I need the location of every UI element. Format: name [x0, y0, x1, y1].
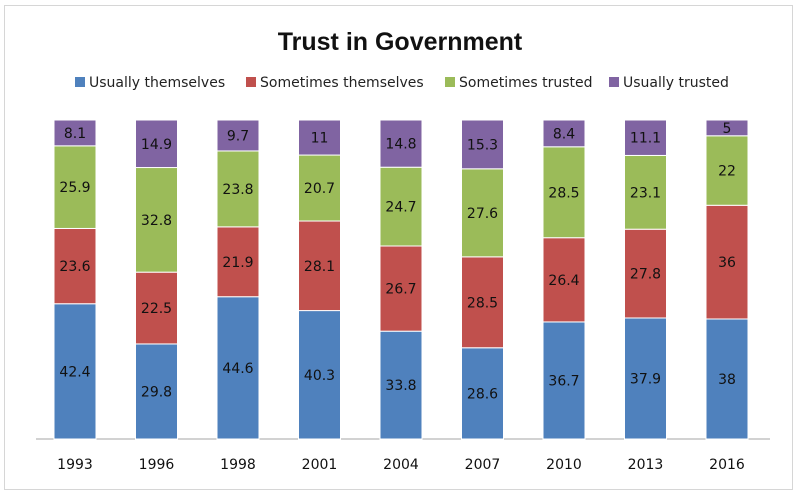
x-tick-label-1998: 1998: [220, 457, 256, 473]
bar-2001-usually-themselves: [298, 310, 341, 440]
data-label-2016-usually-trusted: 5: [723, 121, 732, 137]
bar-2001-sometimes-trusted: [298, 154, 341, 222]
x-tick-label-2001: 2001: [302, 457, 338, 473]
data-label-2010-sometimes-themselves: 26.4: [548, 273, 579, 289]
data-label-1993-sometimes-themselves: 23.6: [59, 259, 90, 275]
bar-1996-usually-themselves: [135, 343, 178, 440]
legend: Usually themselves Sometimes themselves …: [75, 75, 729, 91]
data-label-1998-usually-trusted: 9.7: [227, 128, 249, 144]
legend-label-sometimes-trusted: Sometimes trusted: [459, 75, 592, 91]
legend-swatch-sometimes-trusted: [445, 77, 455, 87]
bar-1998-usually-themselves: [216, 296, 260, 440]
bar-2007-usually-themselves: [461, 347, 504, 440]
data-label-1996-sometimes-trusted: 32.8: [141, 213, 172, 229]
x-ticks-group: 1993 1996 1998 2001 2004 2007 2010 2013 2016: [57, 457, 745, 473]
data-label-2010-usually-themselves: 36.7: [548, 373, 579, 389]
data-label-1996-sometimes-themselves: 22.5: [141, 301, 172, 317]
data-label-1996-usually-themselves: 29.8: [141, 384, 172, 400]
data-label-2013-usually-themselves: 37.9: [630, 371, 661, 387]
legend-swatch-usually-themselves: [75, 77, 85, 87]
bar-1993-usually-trusted: [53, 119, 97, 147]
data-label-2007-usually-trusted: 15.3: [467, 137, 498, 153]
bar-1993-sometimes-trusted: [53, 145, 97, 229]
data-label-1998-sometimes-themselves: 21.9: [222, 255, 253, 271]
data-label-2013-sometimes-themselves: 27.8: [630, 267, 661, 283]
bar-1996-usually-trusted: [135, 119, 178, 169]
x-tick-label-2013: 2013: [628, 457, 664, 473]
data-label-2010-usually-trusted: 8.4: [553, 126, 575, 142]
data-label-2007-sometimes-trusted: 27.6: [467, 206, 498, 222]
data-label-2013-sometimes-trusted: 23.1: [630, 185, 661, 201]
bar-2016-sometimes-themselves: [705, 204, 749, 320]
data-label-2016-sometimes-trusted: 22: [718, 164, 736, 180]
data-label-2004-usually-trusted: 14.8: [385, 137, 416, 153]
data-label-2016-usually-themselves: 38: [718, 372, 736, 388]
bar-2007-usually-trusted: [461, 119, 504, 170]
bar-2007-sometimes-themselves: [461, 256, 504, 349]
bar-1998-sometimes-trusted: [216, 150, 260, 228]
bar-2013-sometimes-themselves: [624, 228, 667, 319]
x-tick-label-2007: 2007: [465, 457, 501, 473]
data-label-2013-usually-trusted: 11.1: [630, 131, 661, 147]
legend-swatch-sometimes-themselves: [246, 77, 256, 87]
data-label-2004-usually-themselves: 33.8: [385, 378, 416, 394]
x-tick-label-1993: 1993: [57, 457, 93, 473]
bars-group: 42.4 23.6 25.9 8.1 29.8 22.5 32.8 14.9 44.6 21.9 2…: [53, 119, 749, 440]
data-label-2007-sometimes-themselves: 28.5: [467, 295, 498, 311]
data-label-2010-sometimes-trusted: 28.5: [548, 185, 579, 201]
data-label-2016-sometimes-themselves: 36: [718, 255, 736, 271]
bar-2010-usually-themselves: [542, 321, 586, 440]
data-label-1993-usually-themselves: 42.4: [59, 364, 90, 380]
x-tick-label-2016: 2016: [709, 457, 745, 473]
bar-2013-usually-trusted: [624, 119, 667, 156]
data-label-1998-usually-themselves: 44.6: [222, 361, 253, 377]
data-label-2004-sometimes-trusted: 24.7: [385, 200, 416, 216]
data-label-2001-sometimes-trusted: 20.7: [304, 181, 335, 197]
bar-2001-usually-trusted: [298, 119, 341, 156]
bar-2013-sometimes-trusted: [624, 154, 667, 230]
data-label-1993-usually-trusted: 8.1: [64, 126, 86, 142]
legend-label-usually-trusted: Usually trusted: [623, 75, 729, 91]
legend-label-usually-themselves: Usually themselves: [89, 75, 225, 91]
bar-1996-sometimes-trusted: [135, 167, 178, 273]
bar-2004-sometimes-trusted: [379, 166, 423, 247]
bar-2010-sometimes-trusted: [542, 146, 586, 239]
legend-label-sometimes-themselves: Sometimes themselves: [260, 75, 424, 91]
bar-1998-sometimes-themselves: [216, 226, 260, 298]
data-label-2001-sometimes-themselves: 28.1: [304, 259, 335, 275]
bar-2010-usually-trusted: [542, 119, 586, 148]
data-label-2001-usually-themselves: 40.3: [304, 368, 335, 384]
bar-1996-sometimes-themselves: [135, 271, 178, 345]
data-label-1993-sometimes-trusted: 25.9: [59, 180, 90, 196]
bar-2010-sometimes-themselves: [542, 237, 586, 323]
data-label-2004-sometimes-themselves: 26.7: [385, 282, 416, 298]
bar-2013-usually-themselves: [624, 317, 667, 440]
data-label-1998-sometimes-trusted: 23.8: [222, 182, 253, 198]
data-label-1996-usually-trusted: 14.9: [141, 137, 172, 153]
data-label-2001-usually-trusted: 11: [311, 131, 329, 147]
x-tick-label-1996: 1996: [139, 457, 175, 473]
chart-title: Trust in Government: [278, 28, 523, 56]
bar-2001-sometimes-themselves: [298, 220, 341, 312]
bar-2004-sometimes-themselves: [379, 245, 423, 332]
bar-1998-usually-trusted: [216, 119, 260, 152]
bar-2016-usually-trusted: [705, 119, 749, 137]
bar-2004-usually-themselves: [379, 330, 423, 440]
x-tick-label-2010: 2010: [546, 457, 582, 473]
x-tick-label-2004: 2004: [383, 457, 419, 473]
bar-2004-usually-trusted: [379, 119, 423, 168]
bar-1993-usually-themselves: [53, 303, 97, 440]
data-label-2007-usually-themselves: 28.6: [467, 386, 498, 402]
legend-swatch-usually-trusted: [609, 77, 619, 87]
